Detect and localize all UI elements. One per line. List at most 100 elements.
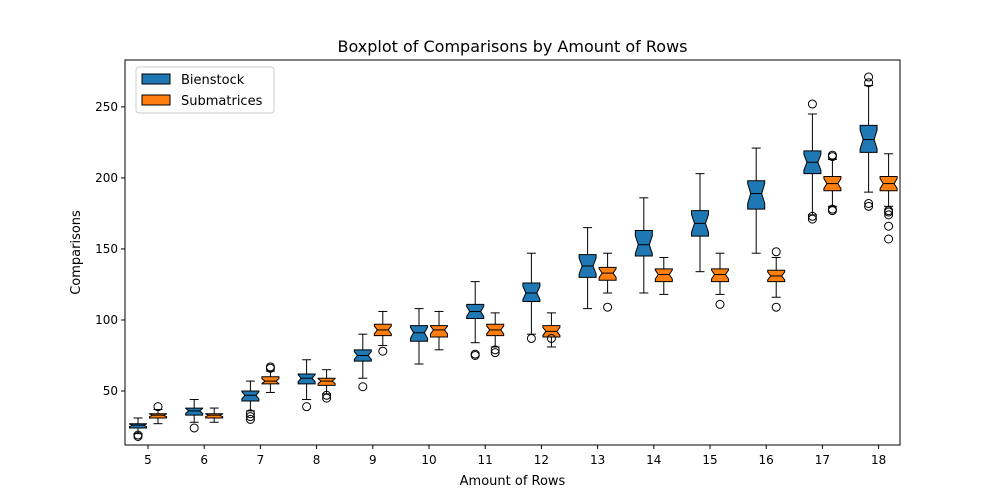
flier-point [490,345,500,355]
y-axis-title: Comparisons [69,210,84,295]
flier-point [827,150,837,160]
x-tick-label: 8 [313,453,321,467]
x-tick-label: 5 [144,453,152,467]
flier-point [470,349,480,359]
box-submatrices-7 [261,362,280,393]
box-submatrices-11 [486,312,505,358]
flier-point [526,333,536,343]
flier-point [884,234,894,244]
box-submatrices-18 [879,153,898,244]
legend: Bienstock Submatrices [135,66,275,114]
y-tick-label: 250 [95,100,118,114]
box-body [598,266,617,281]
box-body [317,377,336,386]
box-body [430,325,448,338]
x-tick-label: 14 [646,453,661,467]
legend-swatch [141,73,171,85]
flier-point [807,99,817,109]
flier-point [245,412,255,422]
box-submatrices-10 [430,310,448,351]
box-body [522,282,541,303]
box-submatrices-12 [542,312,561,348]
flier-point [302,402,312,412]
flier-point [490,348,500,358]
legend-label: Bienstock [181,73,245,88]
flier-point [265,362,275,372]
box-bienstock-6 [185,399,204,433]
box-bienstock-7 [241,380,260,424]
box-body [859,124,878,153]
box-body [654,268,673,283]
x-tick-label: 9 [369,453,377,467]
flier-point [884,221,894,231]
flier-point [322,390,332,400]
flier-point [245,409,255,419]
box-submatrices-9 [373,310,392,356]
legend-label: Submatrices [181,94,263,109]
flier-point [358,382,368,392]
box-bienstock-18 [859,72,878,211]
chart-title: Boxplot of Comparisons by Amount of Rows [337,37,687,56]
flier-point [322,393,332,403]
box-submatrices-13 [598,252,617,312]
box-bienstock-12 [522,252,541,343]
flier-point [884,210,894,220]
box-body [185,407,204,416]
box-bienstock-8 [297,359,316,412]
flier-point [189,423,199,433]
box-submatrices-5 [149,402,167,425]
x-tick-label: 6 [200,453,208,467]
box-body [711,268,729,283]
box-bienstock-10 [410,308,428,365]
flier-point [771,247,781,257]
x-tick-label: 17 [815,453,830,467]
flier-point [603,302,613,312]
x-tick-label: 10 [421,453,436,467]
box-bienstock-9 [353,333,372,392]
x-tick-label: 15 [702,453,717,467]
flier-point [864,72,874,82]
x-tick-label: 7 [257,453,265,467]
x-tick-label: 11 [478,453,493,467]
box-submatrices-15 [711,252,729,309]
flier-point [884,206,894,216]
flier-point [864,198,874,208]
y-tick-label: 150 [95,242,118,256]
flier-point [546,333,556,343]
box-body [410,325,428,342]
y-tick-label: 100 [95,313,118,327]
flier-point [378,346,388,356]
box-submatrices-6 [205,407,224,423]
box-body [634,229,653,257]
flier-point [864,201,874,211]
box-submatrices-17 [823,150,842,216]
box-bienstock-17 [803,99,822,224]
box-submatrices-16 [767,247,786,312]
box-submatrices-14 [654,256,673,295]
box-body [297,373,316,385]
x-tick-label: 18 [871,453,886,467]
flier-point [245,414,255,424]
box-body [149,413,167,419]
plot-frame [124,59,901,446]
box-body [241,390,260,402]
flier-point [771,302,781,312]
box-bienstock-15 [691,173,709,273]
flier-point [807,211,817,221]
x-tick-label: 16 [759,453,774,467]
plot-area: 50 100 150 200 250 5 6 7 8 9 10 11 12 13 14 15 16 17 18 [95,72,898,467]
x-tick-label: 12 [534,453,549,467]
flier-point [715,299,725,309]
box-body [129,423,147,429]
flier-point [827,204,837,214]
flier-point [807,214,817,224]
box-bienstock-5 [129,417,147,441]
y-tick-label: 200 [95,171,118,185]
legend-swatch [141,94,171,106]
box-bienstock-16 [747,147,766,254]
flier-point [133,430,143,440]
box-bienstock-11 [466,281,485,360]
flier-point [153,402,163,412]
box-body [747,180,766,210]
